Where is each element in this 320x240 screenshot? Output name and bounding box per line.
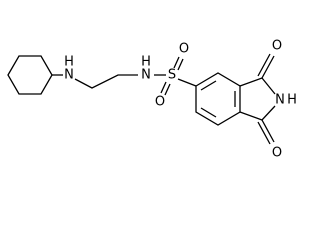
atom-labels: H N N H S O O N H O O	[64, 39, 297, 161]
imide-bond	[239, 77, 276, 95]
benzene-ring	[195, 72, 241, 126]
atom-label: O	[155, 95, 165, 110]
bond	[177, 78, 197, 87]
bond	[160, 81, 167, 94]
atom-label: S	[168, 68, 176, 83]
molecule-diagram: H N N H S O O N H O O	[7, 39, 297, 161]
bond	[177, 58, 184, 71]
imide-bond	[239, 105, 276, 121]
bond	[261, 119, 275, 143]
atom-label: N	[141, 68, 151, 83]
bond	[257, 53, 271, 77]
bond	[257, 121, 271, 145]
atom-label: N	[275, 93, 285, 108]
bond	[173, 56, 180, 69]
atom-label: O	[272, 39, 282, 54]
cyclohexane-ring	[7, 55, 53, 95]
bond	[164, 83, 171, 96]
bond	[200, 80, 217, 91]
chain	[74, 74, 138, 89]
atom-label: H	[141, 55, 151, 70]
bond	[200, 107, 217, 118]
atom-label: H	[287, 93, 297, 108]
atom-label: H	[64, 55, 74, 70]
bond	[261, 55, 275, 79]
bonds	[7, 53, 276, 145]
atom-label: O	[179, 42, 189, 57]
atom-label: N	[64, 68, 74, 83]
atom-label: O	[272, 146, 282, 161]
